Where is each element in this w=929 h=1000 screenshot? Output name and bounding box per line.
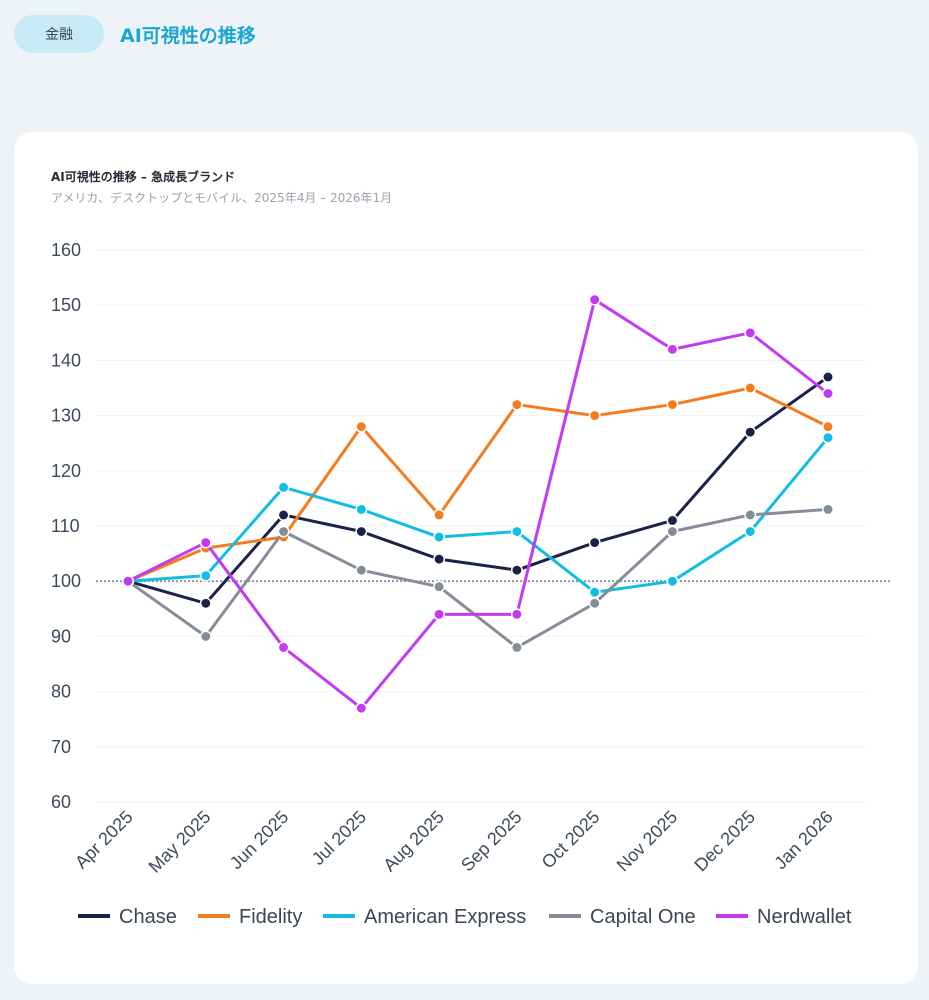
chart-title: AI可視性の推移 – 急成長ブランド	[51, 170, 236, 184]
y-tick-label: 130	[51, 406, 81, 426]
series-line-nerdwallet	[126, 298, 830, 710]
x-tick-label: Jul 2025	[308, 807, 370, 869]
y-tick-label: 120	[51, 461, 81, 481]
x-tick-label: Dec 2025	[690, 807, 759, 876]
legend-label-american-express[interactable]: American Express	[364, 906, 526, 928]
x-tick-label: Apr 2025	[71, 807, 137, 873]
data-point-fidelity[interactable]	[744, 382, 757, 394]
y-tick-label: 140	[51, 350, 81, 370]
y-tick-label: 100	[51, 571, 81, 591]
y-tick-label: 110	[51, 516, 80, 536]
data-point-nerdwallet[interactable]	[822, 387, 834, 400]
data-point-chase[interactable]	[588, 536, 601, 549]
data-point-chase[interactable]	[433, 553, 446, 566]
series-line-capital-one	[126, 507, 830, 649]
data-point-nerdwallet[interactable]	[122, 575, 134, 588]
x-tick-label: Nov 2025	[613, 807, 682, 876]
series-line-fidelity	[126, 386, 830, 583]
x-tick-label: Sep 2025	[457, 807, 526, 876]
data-point-chase[interactable]	[510, 564, 523, 577]
data-point-capital-one[interactable]	[822, 503, 834, 516]
data-point-american-express[interactable]	[199, 569, 212, 582]
x-tick-label: Aug 2025	[379, 807, 448, 876]
data-point-american-express[interactable]	[588, 586, 601, 599]
chart-card: AI可視性の推移 – 急成長ブランド アメリカ、デスクトップとモバイル、2025…	[14, 132, 918, 984]
data-point-nerdwallet[interactable]	[433, 608, 446, 621]
data-point-chase[interactable]	[822, 371, 834, 383]
legend-label-fidelity[interactable]: Fidelity	[239, 906, 302, 928]
x-tick-label: Oct 2025	[538, 807, 604, 873]
legend-label-nerdwallet[interactable]: Nerdwallet	[757, 906, 852, 928]
data-point-capital-one[interactable]	[666, 525, 679, 538]
data-point-nerdwallet[interactable]	[588, 293, 601, 306]
data-point-fidelity[interactable]	[355, 420, 368, 433]
legend-label-capital-one[interactable]: Capital One	[590, 906, 696, 928]
data-point-capital-one[interactable]	[277, 525, 290, 538]
header-bar: 金融 AI可視性の推移	[14, 15, 256, 53]
y-tick-label: 60	[51, 792, 71, 812]
data-point-chase[interactable]	[355, 525, 368, 538]
data-point-fidelity[interactable]	[588, 409, 601, 422]
data-point-nerdwallet[interactable]	[744, 326, 757, 339]
y-tick-label: 160	[51, 240, 81, 260]
series-line-chase	[126, 375, 830, 605]
data-point-nerdwallet[interactable]	[510, 608, 523, 621]
y-tick-label: 150	[51, 295, 81, 315]
data-point-chase[interactable]	[277, 509, 290, 521]
y-tick-label: 80	[51, 682, 71, 702]
page-title: AI可視性の推移	[120, 24, 256, 47]
data-point-american-express[interactable]	[666, 575, 679, 588]
data-point-capital-one[interactable]	[588, 597, 601, 610]
data-point-american-express[interactable]	[433, 531, 446, 543]
data-point-american-express[interactable]	[744, 525, 757, 538]
data-point-fidelity[interactable]	[510, 398, 523, 411]
x-tick-label: Jan 2026	[770, 807, 837, 874]
data-point-nerdwallet[interactable]	[666, 343, 679, 356]
x-tick-label: Jun 2025	[226, 807, 293, 874]
data-point-american-express[interactable]	[822, 431, 834, 444]
data-point-capital-one[interactable]	[510, 641, 523, 654]
category-pill[interactable]: 金融	[14, 15, 104, 53]
series-line-american-express	[126, 436, 830, 594]
data-point-american-express[interactable]	[510, 525, 523, 538]
data-point-nerdwallet[interactable]	[277, 641, 290, 654]
data-point-nerdwallet[interactable]	[355, 702, 368, 715]
data-point-chase[interactable]	[744, 426, 757, 439]
x-tick-label: May 2025	[145, 807, 215, 877]
data-point-capital-one[interactable]	[355, 564, 368, 577]
data-point-nerdwallet[interactable]	[199, 536, 212, 549]
legend-label-chase[interactable]: Chase	[119, 906, 177, 928]
chart-subtitle: アメリカ、デスクトップとモバイル、2025年4月 – 2026年1月	[51, 191, 393, 205]
data-point-capital-one[interactable]	[744, 509, 757, 521]
y-tick-label: 90	[51, 626, 71, 646]
data-point-fidelity[interactable]	[666, 398, 679, 411]
data-point-capital-one[interactable]	[199, 630, 212, 643]
data-point-chase[interactable]	[199, 597, 212, 610]
data-point-capital-one[interactable]	[433, 580, 446, 593]
y-tick-label: 70	[51, 737, 71, 757]
data-point-chase[interactable]	[666, 514, 679, 527]
data-point-american-express[interactable]	[355, 503, 368, 516]
data-point-fidelity[interactable]	[433, 509, 446, 521]
data-point-fidelity[interactable]	[822, 420, 834, 433]
data-point-american-express[interactable]	[277, 481, 290, 494]
